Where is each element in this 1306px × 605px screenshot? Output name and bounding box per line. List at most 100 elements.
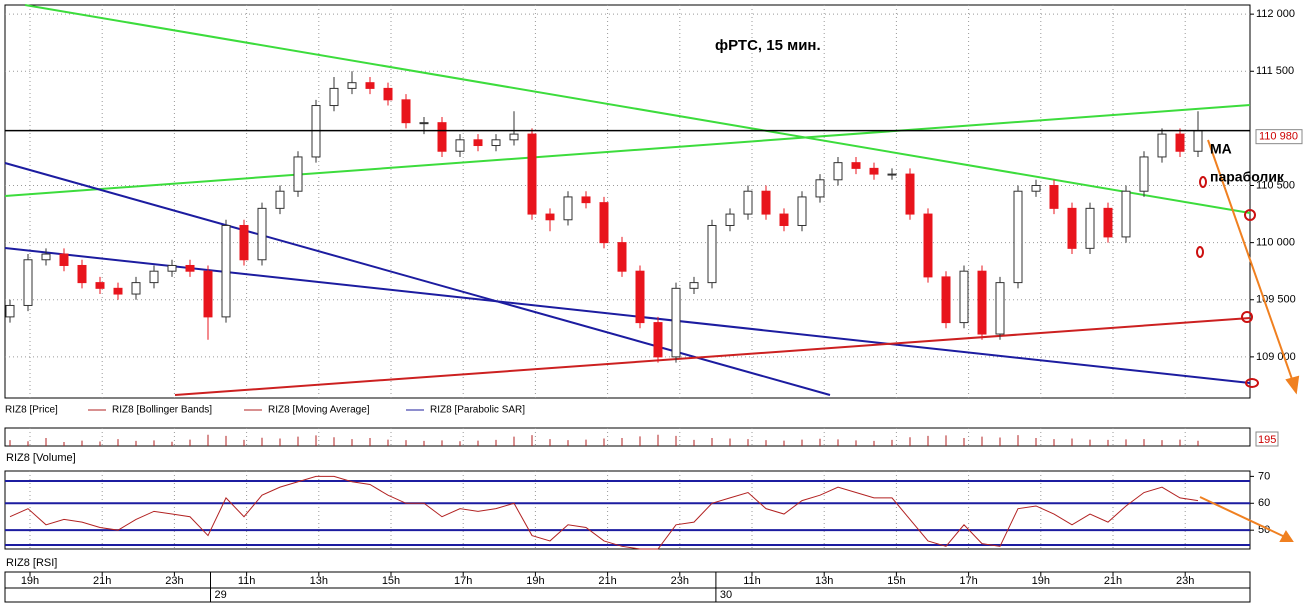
legend-entry: RIZ8 [Parabolic SAR] [430, 405, 525, 416]
trend-line [24, 4, 1251, 214]
candle-body [545, 213, 555, 221]
annotation: МА [1210, 141, 1232, 157]
candle-body [1067, 207, 1077, 249]
candle-body [869, 167, 879, 175]
x-tick-label: 15h [887, 575, 905, 587]
candle-body [581, 196, 591, 204]
volume-panel [4, 427, 1251, 447]
day-label: 30 [720, 589, 732, 601]
candle-body [401, 99, 411, 124]
candle-body [77, 264, 87, 284]
candle-body [905, 173, 915, 215]
legend-entry: RIZ8 [Bollinger Bands] [112, 405, 212, 416]
candle-body [239, 224, 249, 261]
y-tick-label: 112 000 [1256, 8, 1295, 20]
candle-body [455, 139, 465, 152]
candle-body [779, 213, 789, 226]
x-tick-label: 19h [1032, 575, 1050, 587]
candle-body [797, 196, 807, 226]
trend-line [4, 247, 1251, 384]
candle-body [131, 282, 141, 295]
candle-body [149, 270, 159, 284]
candle-body [635, 270, 645, 324]
circle-mark [1244, 209, 1256, 221]
trend-lines [4, 4, 1251, 546]
candle-body [347, 82, 357, 89]
candle-body [5, 304, 15, 318]
y-tick-label: 70 [1258, 470, 1270, 482]
x-tick-label: 11h [743, 575, 761, 587]
x-tick-label: 21h [93, 575, 111, 587]
volume-label-box [1255, 431, 1279, 447]
candle-body [257, 207, 267, 261]
circle-mark [1199, 176, 1207, 188]
time-axis [4, 571, 1251, 589]
candle-body [473, 139, 483, 147]
candle-body [365, 82, 375, 89]
candle-body [725, 213, 735, 226]
trend-line [174, 317, 1251, 396]
grid-layer [5, 5, 1250, 602]
panel-label: RIZ8 [RSI] [6, 557, 57, 569]
candle-body [689, 282, 699, 289]
candle-body [167, 264, 177, 272]
y-tick-label: 109 000 [1256, 351, 1296, 363]
candle-body [185, 264, 195, 272]
x-tick-label: 23h [671, 575, 689, 587]
arrow-head [1285, 375, 1300, 395]
candle-body [833, 162, 843, 181]
candle-body [761, 190, 771, 215]
candle-body [1157, 133, 1167, 158]
arrow-head [1279, 530, 1294, 542]
annotation: параболик [1210, 169, 1285, 185]
candle-body [563, 196, 573, 221]
candle-body [1031, 185, 1041, 192]
candle-body [851, 162, 861, 169]
x-tick-label: 23h [165, 575, 183, 587]
y-tick-label: 50 [1258, 524, 1270, 536]
candle-body [941, 276, 951, 324]
candle-body [923, 213, 933, 278]
chart-title: фРТС, 15 мин. [715, 37, 821, 54]
x-tick-label: 19h [526, 575, 544, 587]
candle-body [1139, 156, 1149, 192]
x-tick-label: 11h [238, 575, 256, 587]
arrow [1207, 139, 1294, 383]
candle-body [815, 179, 825, 198]
rsi-line [9, 475, 1199, 550]
x-tick-label: 21h [598, 575, 616, 587]
candle-body [653, 322, 663, 358]
candle-body [1121, 190, 1131, 238]
candle-body [707, 224, 717, 284]
legend-entry: RIZ8 [Price] [5, 405, 58, 416]
x-tick-label: 23h [1176, 575, 1194, 587]
candle-body [671, 287, 681, 358]
x-tick-label: 17h [959, 575, 977, 587]
marks-layer: 19h 21h 23h 11h 13h 15h 17h 19h 21h 23h 11h 13h 15h 1… [5, 8, 1303, 601]
candle-body [887, 173, 897, 176]
x-tick-label: 13h [815, 575, 833, 587]
candle-body [959, 270, 969, 324]
rsi-panel [4, 470, 1251, 550]
x-tick-label: 21h [1104, 575, 1122, 587]
panel-label: RIZ8 [Volume] [6, 452, 76, 464]
candle-body [1103, 207, 1113, 238]
candle-body [383, 87, 393, 101]
candle-body [1049, 185, 1059, 209]
day-axis [4, 587, 1251, 603]
trend-line [4, 104, 1251, 197]
candle-body [599, 202, 609, 244]
candle-body [1013, 190, 1023, 284]
candle-body [1085, 207, 1095, 249]
candle-body [995, 282, 1005, 335]
candle-body [1175, 133, 1185, 152]
candle-body [329, 87, 339, 107]
candle-body [95, 282, 105, 289]
y-tick-label: 60 [1258, 497, 1270, 509]
x-tick-label: 17h [454, 575, 472, 587]
candle-body [113, 287, 123, 295]
candle-body [41, 253, 51, 261]
candle-body [203, 270, 213, 318]
